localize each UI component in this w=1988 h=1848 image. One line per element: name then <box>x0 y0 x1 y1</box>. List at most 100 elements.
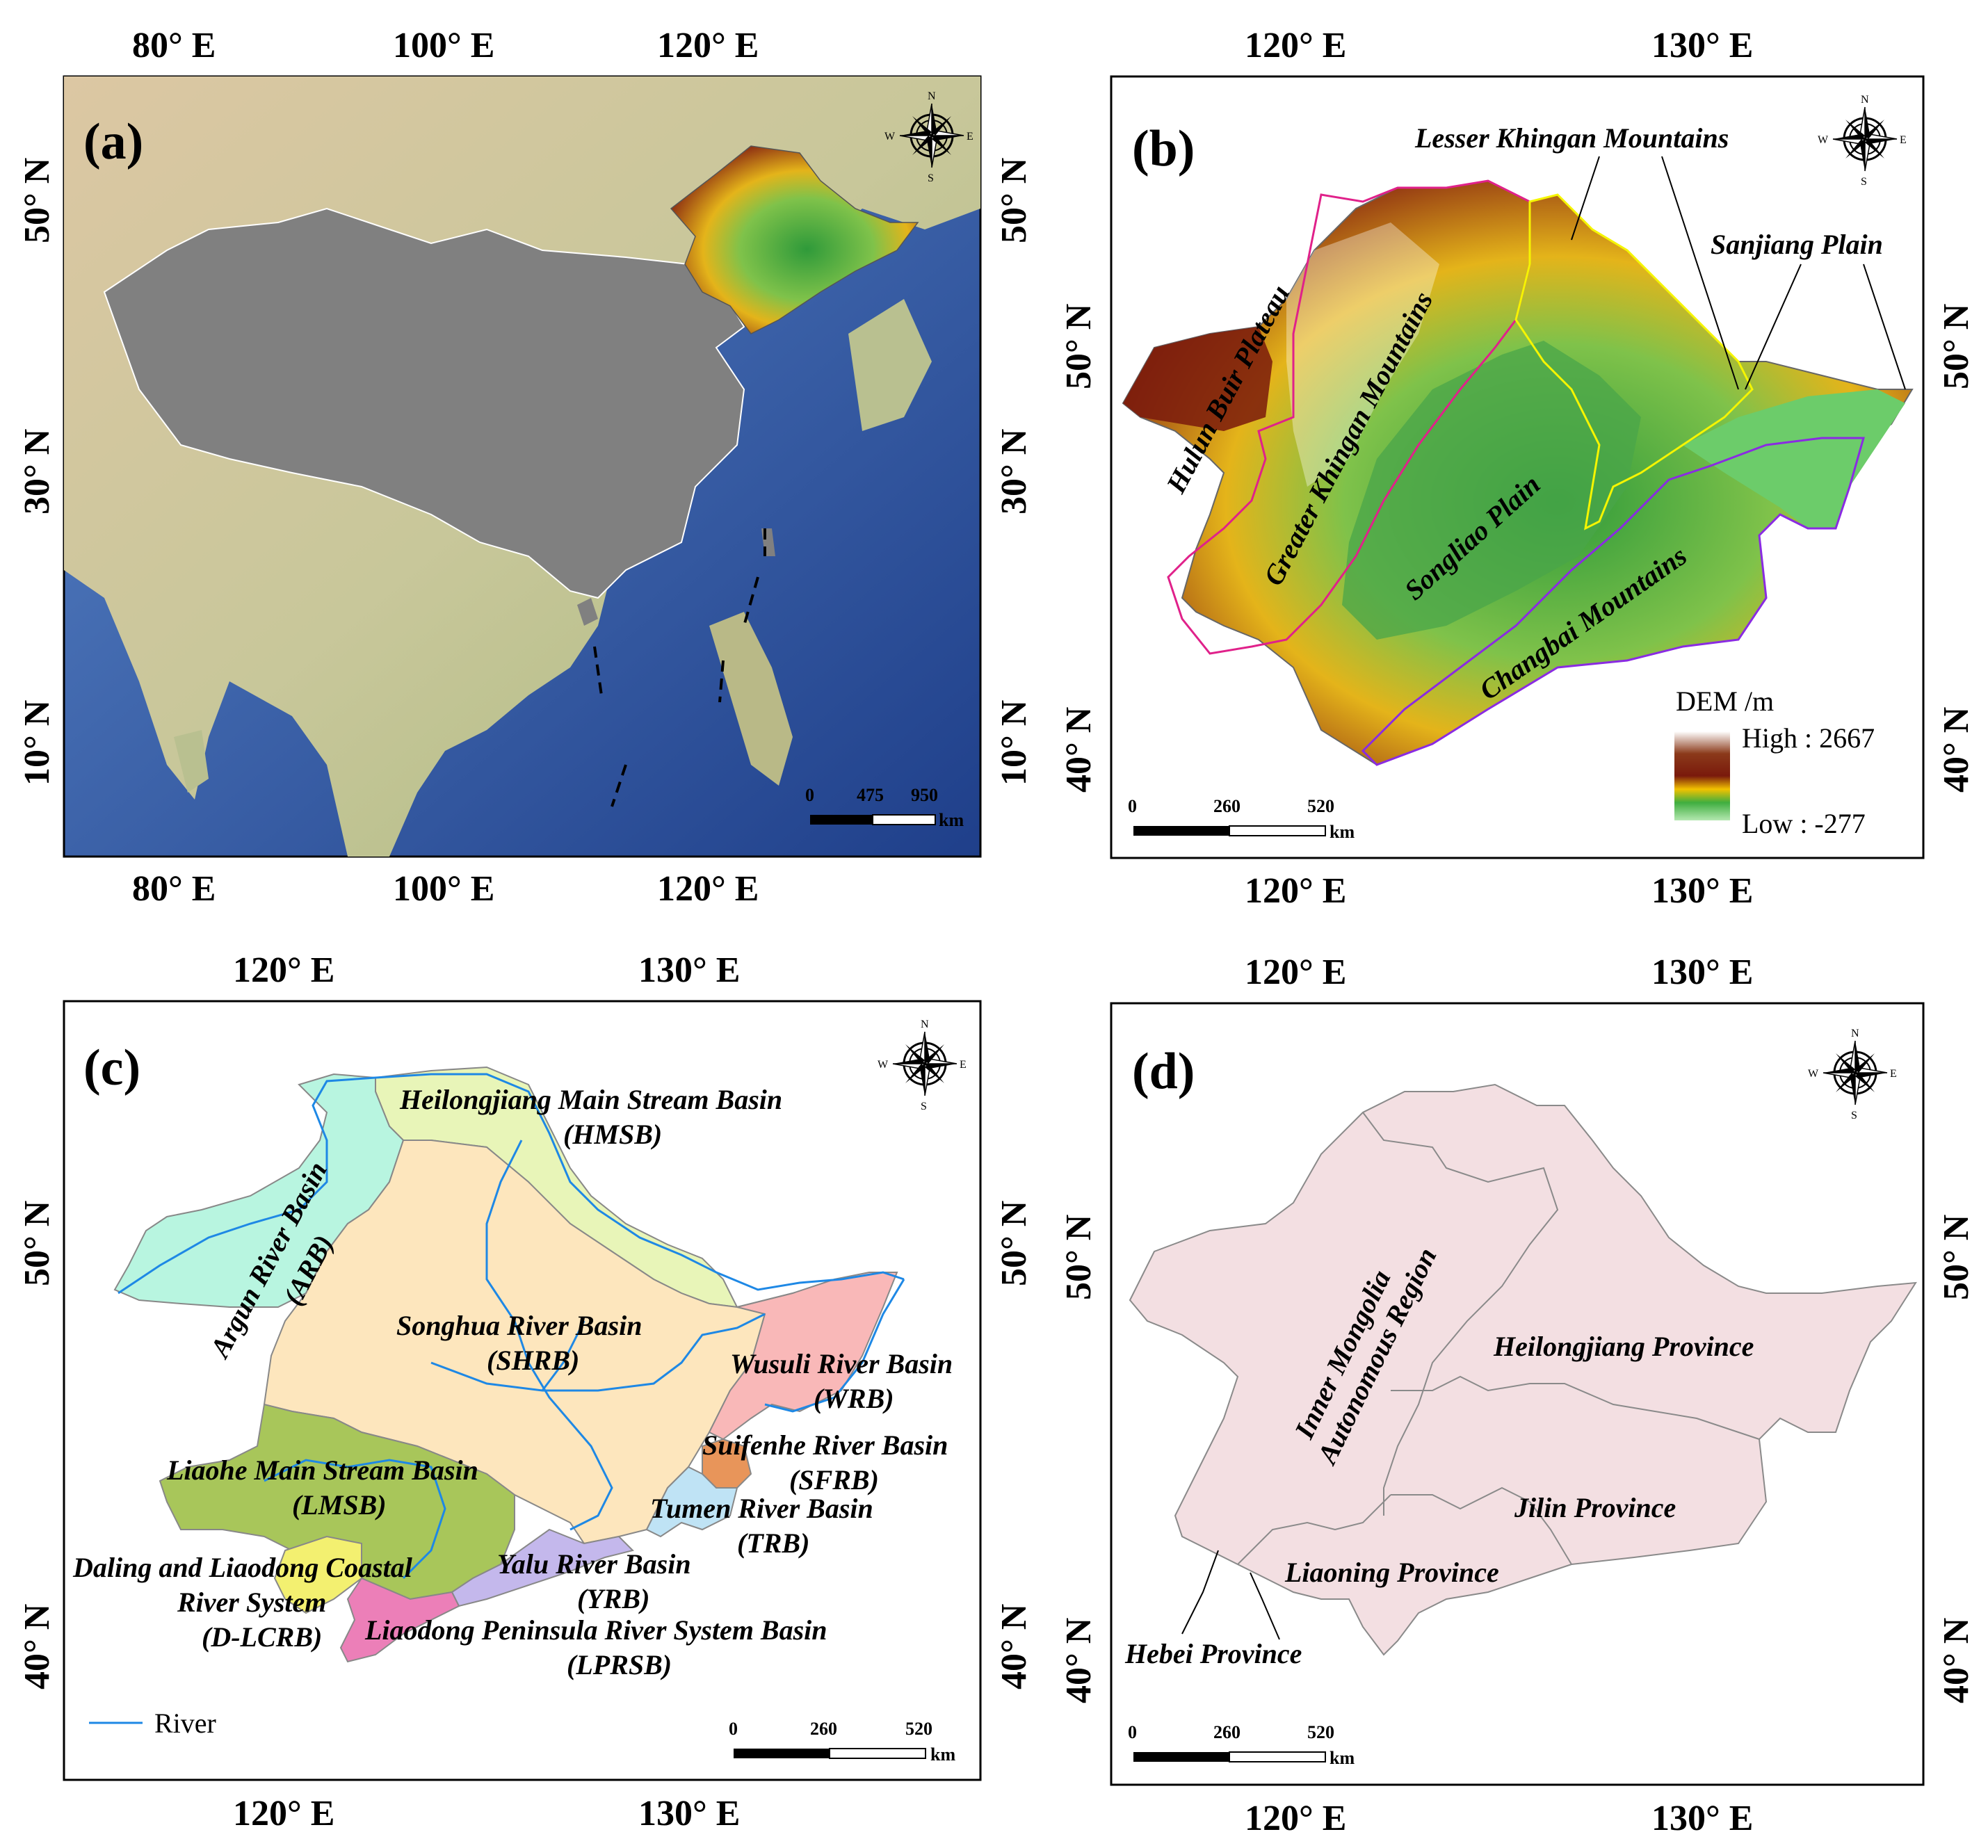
label-dlcrb: Daling and Liaodong Coastal <box>72 1552 413 1583</box>
b-ytick-right-0: 50° N <box>1937 304 1976 389</box>
panel-c: (c) N S E W Heilongjiang Main Stream Bas… <box>17 950 1034 1833</box>
label-sfrb: Suifenhe River Basin <box>702 1429 948 1461</box>
compass-d: N S E W <box>1808 1028 1897 1121</box>
compass-s-label: S <box>1861 176 1867 188</box>
songliao-plain-core <box>1342 341 1641 640</box>
c-xtick-top-1: 130° E <box>638 950 740 990</box>
scale-b-0: 0 <box>1128 796 1137 816</box>
label-lmsb-abbr: (LMSB) <box>292 1489 387 1521</box>
compass-e-label: E <box>967 131 973 143</box>
panel-a: (a) N S E W 0 475 950 km 80° E 100° E 12… <box>17 26 1034 909</box>
compass-w-label: W <box>1808 1068 1819 1080</box>
dem-legend-ramp <box>1674 731 1730 820</box>
scale-a-2: 950 <box>911 785 938 805</box>
label-heilongjiang: Heilongjiang Province <box>1493 1331 1754 1362</box>
scale-bar-a: 0 475 950 km <box>805 785 964 830</box>
compass-c: N S E W <box>878 1019 967 1112</box>
label-hebei: Hebei Province <box>1124 1638 1302 1669</box>
b-xtick-bottom-1: 130° E <box>1651 871 1753 911</box>
c-ytick-right-0: 50° N <box>994 1201 1034 1286</box>
b-xtick-top-1: 130° E <box>1651 26 1753 65</box>
d-xtick-top-1: 130° E <box>1651 953 1753 992</box>
a-xtick-top-1: 100° E <box>393 26 494 65</box>
compass-s-label: S <box>928 172 934 184</box>
a-xtick-bottom-2: 120° E <box>657 869 759 909</box>
compass-w-label: W <box>1818 134 1829 146</box>
scale-a-unit: km <box>939 810 964 830</box>
c-ytick-left-1: 40° N <box>17 1604 57 1689</box>
a-ytick-left-0: 50° N <box>17 158 57 243</box>
leader-lines-b <box>1571 156 1906 390</box>
d-ytick-right-1: 40° N <box>1937 1618 1976 1703</box>
label-trb: Tumen River Basin <box>650 1493 873 1524</box>
hulun-buir-plateau-area <box>1123 327 1272 431</box>
b-ytick-right-1: 40° N <box>1937 707 1976 793</box>
scale-c-0: 0 <box>729 1719 738 1739</box>
label-wrb: Wusuli River Basin <box>730 1348 953 1379</box>
dem-legend-low: Low : -277 <box>1742 808 1866 839</box>
sanjiang-plain-area <box>1683 389 1905 528</box>
label-sfrb-abbr: (SFRB) <box>789 1464 879 1496</box>
panel-a-label: (a) <box>83 113 143 170</box>
d-xtick-top-0: 120° E <box>1245 953 1346 992</box>
northeast-dem-inset <box>670 145 919 334</box>
label-lprsb: Liaodong Peninsula River System Basin <box>364 1614 827 1646</box>
c-ytick-right-1: 40° N <box>994 1604 1034 1689</box>
panel-c-label: (c) <box>83 1039 140 1096</box>
b-xtick-top-0: 120° E <box>1245 26 1346 65</box>
a-xtick-bottom-0: 80° E <box>132 869 216 909</box>
panel-b: (b) N S E W Lesser Khingan Mountains San… <box>1059 26 1976 911</box>
c-xtick-bottom-1: 130° E <box>638 1794 740 1833</box>
lesser-khingan-boundary <box>1514 193 1754 530</box>
a-ytick-left-2: 10° N <box>17 700 57 786</box>
dem-legend-title: DEM /m <box>1676 686 1774 717</box>
panel-b-label: (b) <box>1132 120 1195 177</box>
scale-c-1: 260 <box>810 1719 837 1739</box>
compass-e-label: E <box>1890 1068 1897 1080</box>
b-ytick-left-1: 40° N <box>1059 707 1099 793</box>
scale-a-1: 475 <box>857 785 884 805</box>
d-ytick-left-1: 40° N <box>1059 1618 1099 1703</box>
label-yrb: Yalu River Basin <box>497 1548 691 1580</box>
basin-trb <box>645 1466 738 1538</box>
scale-d-unit: km <box>1330 1748 1355 1768</box>
compass-b: N S E W <box>1818 94 1907 188</box>
basin-wrb <box>708 1272 898 1441</box>
d-xtick-bottom-0: 120° E <box>1245 1799 1346 1838</box>
label-wrb-abbr: (WRB) <box>814 1383 894 1414</box>
a-xtick-top-0: 80° E <box>132 26 216 65</box>
scale-a-0: 0 <box>805 785 814 805</box>
d-xtick-bottom-1: 130° E <box>1651 1799 1753 1838</box>
compass-a: N S E W <box>884 90 973 184</box>
b-xtick-bottom-0: 120° E <box>1245 871 1346 911</box>
compass-n-label: N <box>1851 1028 1859 1039</box>
scale-d-0: 0 <box>1128 1722 1137 1742</box>
china-gray-region <box>103 207 745 599</box>
compass-n-label: N <box>1861 94 1869 106</box>
dem-legend-high: High : 2667 <box>1742 722 1875 754</box>
label-dlcrb-2: River System <box>177 1587 326 1618</box>
c-xtick-bottom-0: 120° E <box>233 1794 334 1833</box>
river-legend-label: River <box>154 1708 216 1739</box>
label-shrb-abbr: (SHRB) <box>487 1345 579 1376</box>
river-legend: River <box>89 1708 216 1739</box>
scale-c-unit: km <box>930 1744 955 1765</box>
compass-w-label: W <box>878 1059 889 1071</box>
compass-s-label: S <box>1851 1110 1857 1121</box>
label-lprsb-abbr: (LPRSB) <box>567 1649 672 1680</box>
scale-bar-d: 0 260 520 km <box>1128 1722 1355 1768</box>
d-ytick-left-0: 50° N <box>1059 1215 1099 1300</box>
scale-c-2: 520 <box>905 1719 932 1739</box>
a-xtick-top-2: 120° E <box>657 26 759 65</box>
dem-legend: DEM /m High : 2667 Low : -277 <box>1674 686 1875 839</box>
label-dlcrb-abbr: (D-LCRB) <box>202 1621 322 1653</box>
label-shrb: Songhua River Basin <box>396 1310 642 1341</box>
b-ytick-left-0: 50° N <box>1059 304 1099 389</box>
a-xtick-bottom-1: 100° E <box>393 869 494 909</box>
label-sanjiang-plain: Sanjiang Plain <box>1711 229 1883 260</box>
compass-w-label: W <box>884 131 896 143</box>
label-lesser-khingan: Lesser Khingan Mountains <box>1414 122 1729 154</box>
label-lmsb: Liaohe Main Stream Basin <box>166 1454 478 1486</box>
nine-dash-line <box>593 528 766 807</box>
